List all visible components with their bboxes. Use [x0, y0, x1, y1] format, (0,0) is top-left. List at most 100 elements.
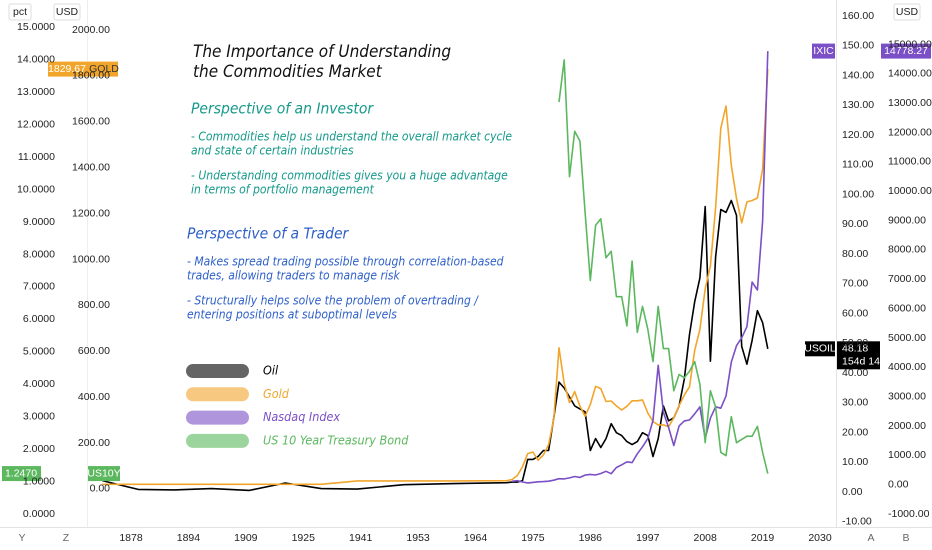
series-line [511, 51, 769, 484]
axis-title: pct [13, 6, 27, 18]
y-tick-label: 2.0000 [23, 443, 55, 455]
y-tick-label: 10000.00 [888, 185, 932, 197]
y-tick-label: 8000.00 [888, 244, 926, 256]
annotation: The Importance of Understanding [193, 42, 451, 62]
y-tick-label: 600.00 [78, 345, 110, 357]
badge-text: IXIC [813, 45, 834, 57]
badge-text: 14778.27 [884, 45, 928, 57]
annotation: Perspective of a Trader [187, 225, 350, 243]
y-tick-label: 20.00 [842, 426, 868, 438]
y-tick-label: 6.0000 [23, 313, 55, 325]
symbol-badge [812, 43, 835, 59]
y-tick-label: 3.0000 [23, 410, 55, 422]
y-tick-label: 10.0000 [17, 183, 55, 195]
y-tick-label: 4.0000 [23, 378, 55, 390]
axis-title-box [893, 3, 921, 21]
series-line [558, 59, 769, 474]
y-tick-label: 11.0000 [18, 151, 55, 163]
x-tick-label: 1925 [292, 532, 316, 544]
y-tick-label: 0.00 [90, 483, 111, 495]
annotation: the Commodities Market [193, 62, 383, 82]
price-badge [2, 466, 41, 482]
y-tick-label: 6000.00 [888, 302, 926, 314]
y-tick-label: 200.00 [78, 437, 110, 449]
y-tick-label: 100.00 [842, 188, 874, 200]
y-tick-label: 1400.00 [72, 161, 110, 173]
y-tick-label: 140.00 [842, 69, 874, 81]
x-tick-label: 1975 [521, 532, 545, 544]
y-tick-label: 5.0000 [23, 346, 55, 358]
y-tick-label: 13000.00 [888, 97, 932, 109]
y-tick-label: 110.00 [842, 159, 873, 171]
y-tick-label: 1200.00 [72, 207, 110, 219]
y-tick-label: 400.00 [78, 391, 110, 403]
annotation: and state of certain industries [191, 144, 354, 158]
y-tick-label: 14000.00 [888, 68, 932, 80]
y-tick-label: 0.00 [842, 486, 863, 498]
x-tick-label: 1986 [579, 532, 603, 544]
x-tick-label: 1964 [464, 532, 488, 544]
y-tick-label: 3000.00 [888, 390, 926, 402]
y-tick-label: 11000.00 [888, 156, 931, 168]
y-tick-label: 90.00 [842, 218, 868, 230]
axis-title: USD [896, 6, 919, 18]
annotation: in terms of portfolio management [191, 183, 375, 197]
y-tick-label: 130.00 [842, 99, 874, 111]
x-tick-label: 2008 [693, 532, 717, 544]
y-tick-label: 800.00 [78, 299, 110, 311]
y-tick-label: 12000.00 [888, 126, 932, 138]
y-tick-label: 13.0000 [17, 86, 55, 98]
y-tick-label: 2000.00 [72, 24, 110, 36]
y-tick-label: 150.00 [842, 40, 874, 52]
badge-text: US10Y [87, 467, 120, 479]
x-tick-label: 1941 [349, 532, 373, 544]
badge-text: 1829.67 [48, 63, 86, 75]
y-tick-label: 12.0000 [17, 119, 55, 131]
y-tick-label: 5000.00 [888, 332, 926, 344]
x-tick-label: 1953 [406, 532, 430, 544]
annotation: - Structurally helps solve the problem o… [187, 294, 479, 308]
price-badge [48, 61, 118, 77]
y-tick-label: 15000.00 [888, 38, 932, 50]
badge-text: 154d 14h [842, 356, 886, 368]
y-tick-label: 160.00 [842, 10, 874, 22]
ui-button[interactable]: B [902, 532, 909, 544]
x-tick-label: 2030 [808, 532, 832, 544]
y-tick-label: 80.00 [842, 248, 868, 260]
x-tick-label: 1909 [234, 532, 258, 544]
symbol-badge [88, 466, 120, 482]
y-tick-label: -1000.00 [888, 508, 930, 520]
y-tick-label: 60.00 [842, 307, 868, 319]
x-tick-label: 1894 [177, 532, 201, 544]
ui-button[interactable]: Z [63, 532, 70, 544]
y-tick-label: 7000.00 [888, 273, 926, 285]
x-tick-label: 1997 [636, 532, 660, 544]
annotation: - Makes spread trading possible through … [187, 255, 504, 269]
y-tick-label: 120.00 [842, 129, 874, 141]
legend-label: Gold [263, 386, 290, 401]
ui-button[interactable]: A [867, 532, 874, 544]
y-tick-label: 0.00 [888, 478, 909, 490]
badge-text: 1.2470 [5, 467, 37, 479]
x-tick-label: 2019 [751, 532, 775, 544]
y-tick-label: 1600.00 [72, 116, 110, 128]
y-tick-label: 1000.00 [888, 449, 926, 461]
ui-button[interactable]: Y [18, 532, 25, 544]
plot-area [102, 51, 769, 492]
symbol-badge [805, 341, 835, 357]
badge-text: GOLD [89, 63, 119, 75]
y-tick-label: 40.00 [842, 367, 868, 379]
y-tick-label: 7.0000 [23, 281, 55, 293]
annotation: - Understanding commodities gives you a … [191, 169, 508, 183]
legend-label: Oil [263, 363, 279, 378]
badge-text: USOIL [804, 343, 836, 355]
legend-label: US 10 Year Treasury Bond [263, 432, 409, 447]
y-tick-label: 8.0000 [23, 248, 55, 260]
annotation: entering positions at suboptimal levels [187, 308, 397, 322]
price-badge [837, 341, 880, 370]
y-tick-label: 2000.00 [888, 420, 926, 432]
series-line [102, 199, 769, 492]
y-tick-label: 4000.00 [888, 361, 926, 373]
annotation: trades, allowing traders to manage risk [187, 269, 401, 283]
